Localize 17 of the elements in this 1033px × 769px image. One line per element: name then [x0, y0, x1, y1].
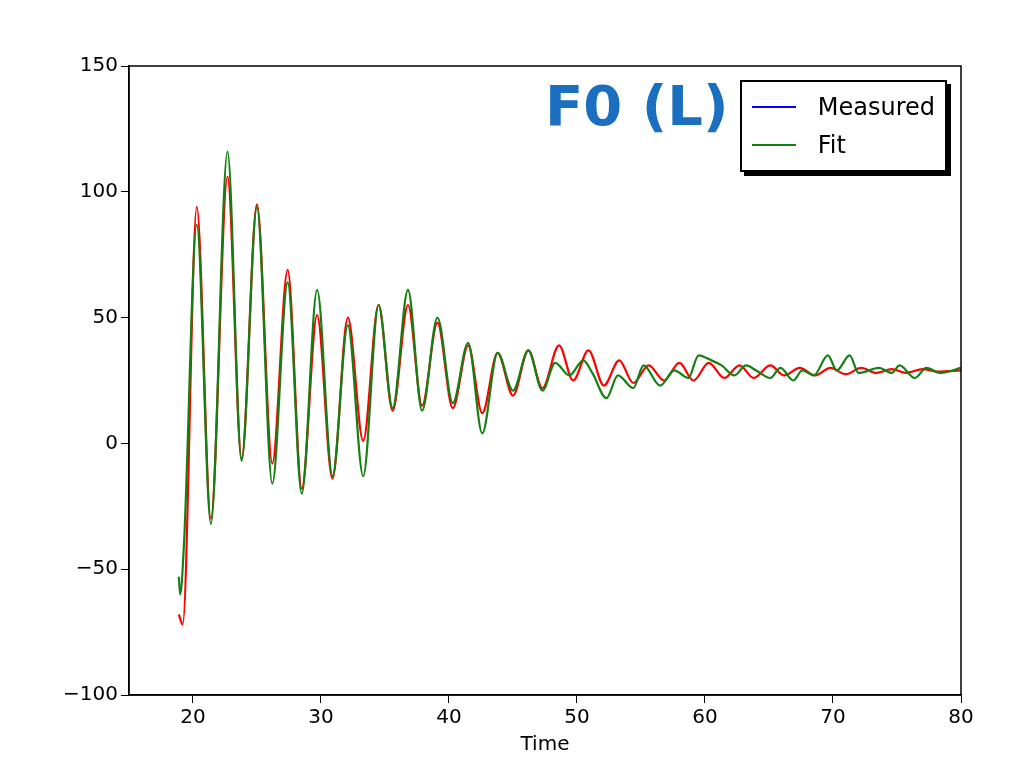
- x-tick-label: 70: [820, 704, 846, 729]
- y-tick-label: −100: [62, 681, 118, 706]
- x-tick-label: 60: [692, 704, 718, 729]
- chart-title: F0 (L): [545, 73, 729, 138]
- y-tick-label: 100: [79, 178, 118, 202]
- legend-label: Fit: [816, 130, 847, 161]
- x-tick-label: 80: [948, 704, 974, 729]
- x-tick-label: 30: [308, 704, 334, 729]
- x-tick-label: 40: [436, 704, 462, 729]
- y-tick-label: 0: [105, 429, 118, 454]
- x-tick-label: 20: [180, 704, 206, 729]
- y-tick-label: −50: [75, 555, 118, 580]
- y-tick-label: 150: [79, 52, 118, 77]
- legend-label: Measured: [816, 92, 935, 123]
- x-tick-label: 50: [564, 704, 590, 729]
- x-axis-title: Time: [519, 731, 570, 756]
- y-tick-label: 50: [92, 303, 118, 328]
